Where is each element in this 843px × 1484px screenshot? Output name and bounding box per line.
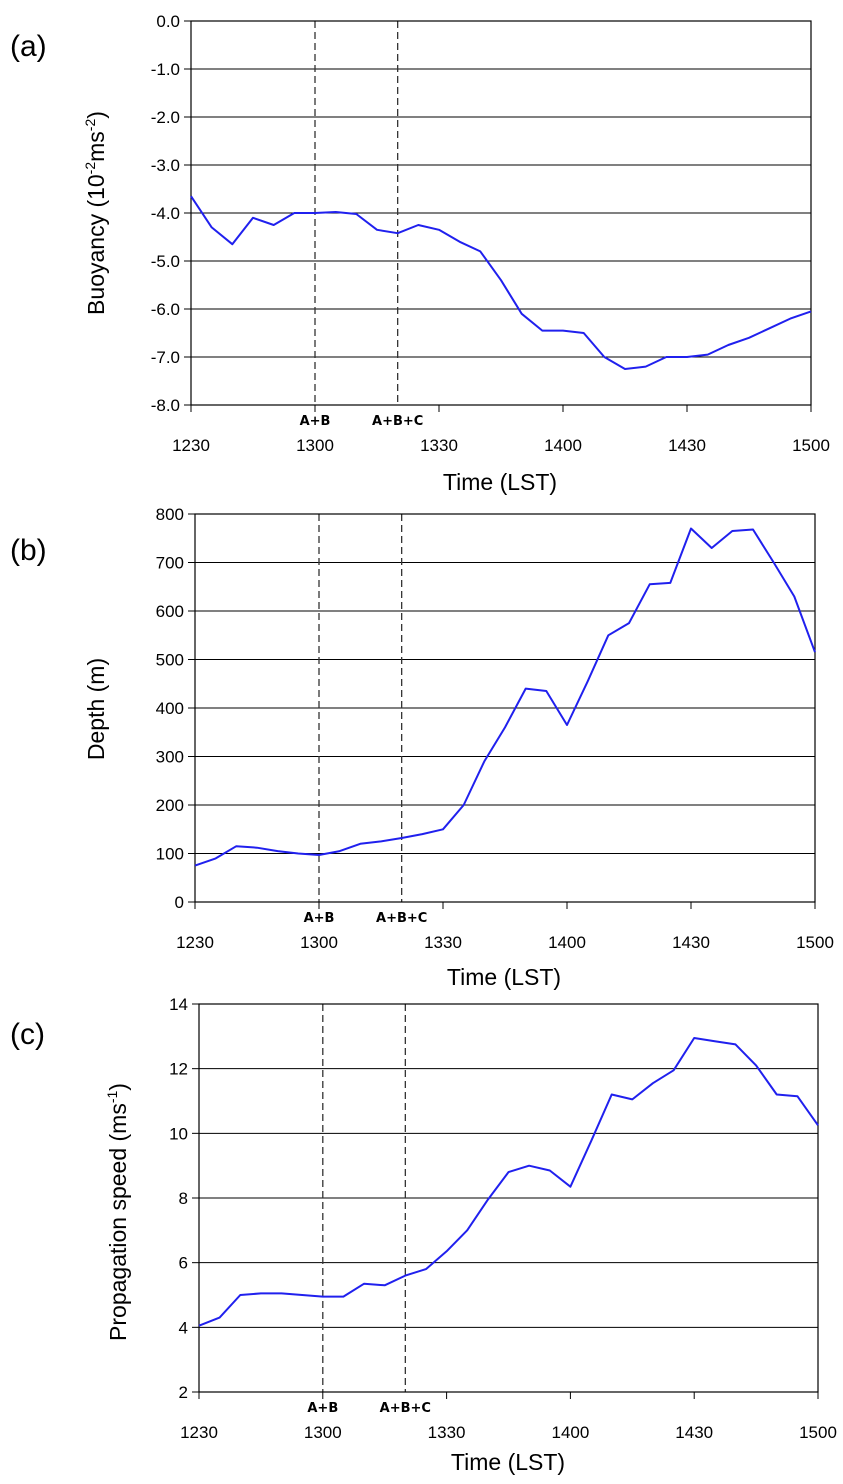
x-tick-label: 1300	[304, 1423, 342, 1442]
y-tick-label: -6.0	[151, 300, 180, 319]
y-tick-label: 6	[179, 1254, 188, 1273]
series	[194, 527, 816, 867]
gridlines	[191, 20, 811, 406]
x-tick-label: 1300	[300, 933, 338, 952]
y-tick-label: -5.0	[151, 252, 180, 271]
y-tick-label: -1.0	[151, 60, 180, 79]
x-tick-labels: 1230 1300 1330 1400 1430 1500	[172, 405, 830, 455]
y-tick-label: 600	[156, 602, 184, 621]
x-tick-label: 1230	[172, 436, 210, 455]
x-tick-label: 1500	[792, 436, 830, 455]
y-axis-title-mid: ms	[83, 131, 109, 162]
y-tick-label: 500	[156, 651, 184, 670]
y-tick-label: -8.0	[151, 396, 180, 415]
y-tick-label: 12	[169, 1060, 188, 1079]
panel-label: (b)	[10, 534, 47, 567]
x-tick-label: 1430	[668, 436, 706, 455]
x-tick-label: 1430	[675, 1423, 713, 1442]
x-axis-title: Time (LST)	[443, 469, 557, 495]
y-axis-title: Depth (m)	[83, 658, 109, 760]
x-tick-label: 1400	[548, 933, 586, 952]
y-axis-title-sup1: -2	[82, 162, 98, 175]
gridlines	[195, 513, 815, 903]
y-tick-label: -3.0	[151, 156, 180, 175]
y-axis-title-sup2: -2	[82, 119, 98, 132]
panel-label: (a)	[10, 30, 47, 63]
series	[198, 1037, 819, 1327]
gridlines	[199, 1003, 818, 1393]
y-axis-title-sup: -1	[104, 1090, 120, 1103]
y-axis-title-main: Propagation speed (ms	[105, 1103, 131, 1341]
x-tick-label: 1230	[180, 1423, 218, 1442]
series	[190, 195, 812, 370]
marker-label: A+B+C	[380, 1401, 431, 1416]
y-tick-label: 800	[156, 505, 184, 524]
y-tick-label: 400	[156, 699, 184, 718]
x-axis-title: Time (LST)	[447, 964, 561, 990]
marker-label: A+B	[307, 1401, 338, 1416]
plot-frame	[190, 20, 812, 406]
y-tick-labels: 800 700 600 500 400 300 200 100 0	[156, 505, 195, 912]
x-tick-labels: 1230 1300 1330 1400 1430 1500	[180, 1392, 837, 1442]
y-tick-label: 300	[156, 748, 184, 767]
marker-label: A+B+C	[376, 911, 427, 926]
y-tick-label: 8	[179, 1189, 188, 1208]
x-tick-label: 1400	[544, 436, 582, 455]
series-line	[198, 1037, 819, 1327]
y-tick-label: 0.0	[156, 12, 180, 31]
x-axis-title: Time (LST)	[451, 1449, 565, 1475]
y-tick-label: -2.0	[151, 108, 180, 127]
event-markers: A+B A+B+C	[300, 21, 423, 429]
y-tick-label: 100	[156, 845, 184, 864]
y-tick-label: 700	[156, 554, 184, 573]
x-tick-label: 1300	[296, 436, 334, 455]
x-tick-label: 1330	[424, 933, 462, 952]
y-tick-labels: 0.0 -1.0 -2.0 -3.0 -4.0 -5.0 -6.0 -7.0 -8.0	[151, 12, 191, 415]
y-tick-label: -4.0	[151, 204, 180, 223]
x-tick-label: 1230	[176, 933, 214, 952]
series-line	[190, 195, 812, 370]
x-tick-label: 1330	[420, 436, 458, 455]
event-markers: A+B A+B+C	[307, 1004, 431, 1416]
y-axis-title-main: Buoyancy (10	[83, 174, 109, 315]
y-tick-label: 0	[175, 893, 184, 912]
y-tick-label: 14	[169, 995, 188, 1014]
x-tick-label: 1330	[428, 1423, 466, 1442]
y-tick-labels: 14 12 10 8 6 4 2	[169, 995, 199, 1402]
x-tick-labels: 1230 1300 1330 1400 1430 1500	[176, 902, 834, 952]
marker-label: A+B	[300, 414, 331, 429]
x-tick-label: 1430	[672, 933, 710, 952]
y-axis-title-end: )	[105, 1083, 131, 1091]
series-line	[194, 527, 816, 867]
marker-label: A+B+C	[372, 414, 423, 429]
y-axis-title: Propagation speed (ms-1)	[104, 1083, 131, 1341]
panel-label: (c)	[10, 1018, 45, 1051]
panel-a: (a) 0.0-1.0-2.0-3.0-4.0-5.0-6.0-7.0-8.0 …	[10, 12, 830, 495]
x-tick-label: 1500	[796, 933, 834, 952]
plot-frame	[194, 513, 816, 903]
y-tick-label: -7.0	[151, 348, 180, 367]
plot-frame	[198, 1003, 819, 1393]
marker-label: A+B	[304, 911, 335, 926]
panel-b: (b) 800 700 600 500 400 300 200 100 0 1230 1300 13…	[10, 505, 834, 990]
y-tick-label: 200	[156, 796, 184, 815]
y-tick-label: 10	[169, 1124, 188, 1143]
y-axis-title: Buoyancy (10-2ms-2)	[82, 111, 109, 315]
y-axis-title-end: )	[83, 111, 109, 119]
event-markers: A+B A+B+C	[304, 514, 427, 926]
y-tick-label: 4	[179, 1318, 188, 1337]
y-tick-label: 2	[179, 1383, 188, 1402]
x-tick-label: 1500	[799, 1423, 837, 1442]
x-tick-label: 1400	[551, 1423, 589, 1442]
